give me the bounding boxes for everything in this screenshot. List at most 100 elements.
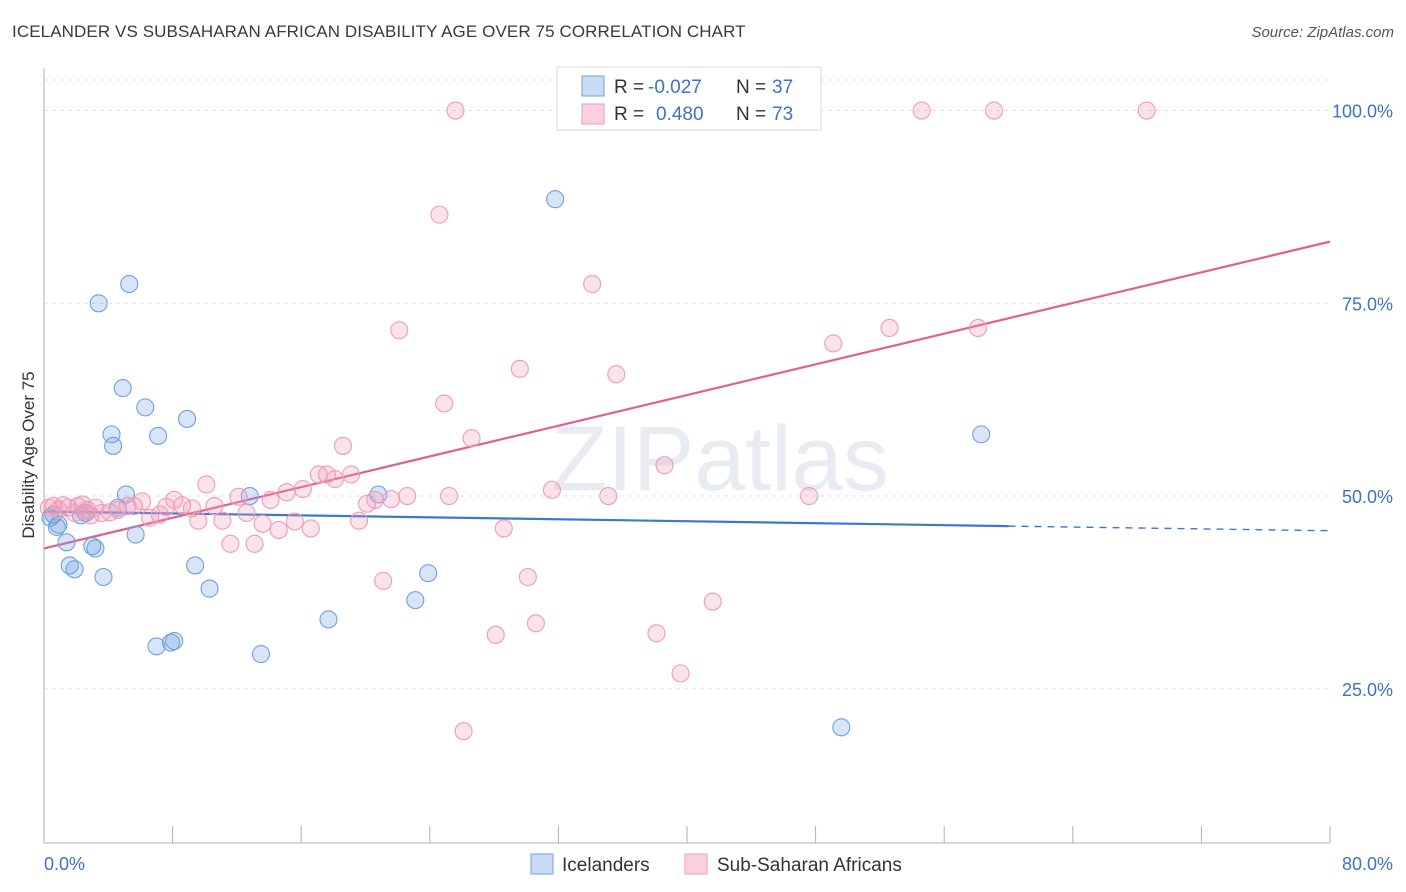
point-subsaharan	[261, 490, 280, 509]
bottom-swatch-subsaharan	[684, 853, 708, 875]
point-icelanders	[149, 426, 168, 445]
point-icelanders	[147, 637, 166, 656]
point-subsaharan	[390, 321, 409, 340]
point-icelanders	[136, 398, 155, 417]
point-subsaharan	[984, 101, 1004, 120]
point-subsaharan	[430, 205, 449, 224]
point-subsaharan	[245, 534, 264, 553]
point-subsaharan	[655, 456, 674, 475]
point-subsaharan	[213, 511, 232, 530]
point-subsaharan	[141, 508, 160, 527]
point-icelanders	[86, 539, 105, 558]
point-icelanders	[200, 579, 219, 598]
point-subsaharan	[382, 490, 401, 509]
source-credit: Source: ZipAtlas.com	[1251, 24, 1394, 41]
point-subsaharan	[173, 496, 192, 515]
point-subsaharan	[518, 567, 537, 587]
point-icelanders	[57, 533, 76, 552]
x-tick-label: 0.0%	[44, 854, 85, 874]
point-subsaharan	[366, 490, 385, 509]
point-subsaharan	[398, 486, 417, 506]
y-tick-label: 100.0%	[1332, 102, 1393, 122]
point-subsaharan	[341, 465, 361, 484]
watermark-text: ZIPatlas	[551, 408, 888, 510]
point-subsaharan	[542, 480, 562, 499]
point-subsaharan	[446, 101, 465, 120]
legend-swatch-icelanders	[581, 75, 605, 97]
legend-r-value-1: -0.027	[648, 77, 702, 98]
point-subsaharan	[462, 429, 481, 448]
point-subsaharan	[800, 486, 819, 506]
point-subsaharan	[440, 486, 459, 506]
bottom-legend-subsaharan: Sub-Saharan Africans	[717, 855, 902, 876]
point-icelanders	[126, 525, 145, 544]
point-subsaharan	[269, 520, 288, 540]
point-icelanders	[406, 591, 425, 610]
point-subsaharan	[912, 101, 931, 120]
point-icelanders	[120, 274, 139, 294]
point-subsaharan	[703, 592, 722, 611]
point-icelanders	[47, 517, 66, 536]
point-subsaharan	[221, 534, 240, 553]
bottom-swatch-icelanders	[530, 853, 554, 875]
legend-n-value-1: 37	[772, 77, 793, 98]
legend-r-label-1: R =	[614, 77, 644, 98]
point-subsaharan	[333, 436, 353, 455]
trend-line-icelanders	[43, 510, 1009, 528]
point-icelanders	[419, 564, 438, 583]
axes	[43, 68, 1331, 844]
point-subsaharan	[880, 318, 899, 338]
point-subsaharan	[583, 274, 602, 294]
point-subsaharan	[301, 519, 320, 538]
point-subsaharan	[510, 359, 529, 378]
point-subsaharan	[277, 483, 296, 502]
point-subsaharan	[968, 318, 988, 338]
y-tick-label: 50.0%	[1342, 487, 1393, 507]
x-tick-label: 80.0%	[1342, 854, 1393, 874]
legend-n-label-1: N =	[736, 77, 766, 98]
point-subsaharan	[435, 394, 454, 413]
legend-top: R = -0.027 N = 37 R = 0.480 N = 73	[556, 66, 822, 131]
point-subsaharan	[205, 497, 224, 516]
data-points	[39, 101, 1156, 741]
point-icelanders	[165, 631, 184, 651]
point-subsaharan	[607, 365, 626, 384]
point-subsaharan	[494, 519, 513, 538]
point-icelanders	[161, 633, 181, 652]
point-subsaharan	[197, 475, 216, 494]
point-subsaharan	[285, 512, 304, 531]
point-subsaharan	[350, 511, 369, 530]
point-subsaharan	[118, 497, 137, 516]
point-icelanders	[89, 294, 108, 313]
y-axis-label: Disability Age Over 75	[19, 371, 38, 538]
point-subsaharan	[293, 480, 312, 499]
legend-r-label-2: R =	[614, 104, 644, 125]
point-icelanders	[83, 537, 102, 556]
point-subsaharan	[486, 625, 505, 644]
watermark: ZIPatlas	[551, 408, 888, 510]
legend-r-value-2: 0.480	[656, 104, 704, 125]
point-icelanders	[832, 718, 851, 737]
point-subsaharan	[824, 334, 843, 353]
point-subsaharan	[647, 624, 666, 643]
y-tick-label: 25.0%	[1342, 680, 1393, 700]
point-subsaharan	[325, 470, 345, 489]
point-subsaharan	[374, 571, 393, 590]
tick-labels: 25.0% 50.0% 75.0% 100.0% 0.0% 80.0%	[44, 102, 1393, 874]
point-subsaharan	[189, 511, 208, 530]
legend-swatch-subsaharan	[581, 103, 605, 125]
point-subsaharan	[599, 486, 618, 506]
gridlines	[44, 79, 1330, 690]
point-subsaharan	[237, 503, 256, 523]
point-subsaharan	[229, 487, 248, 506]
point-icelanders	[102, 425, 121, 444]
legend-n-value-2: 73	[772, 104, 793, 125]
point-subsaharan	[1137, 101, 1156, 120]
point-icelanders	[104, 436, 123, 455]
legend-n-label-2: N =	[736, 104, 766, 125]
legend-bottom: Icelanders Sub-Saharan Africans	[530, 853, 902, 876]
point-subsaharan	[454, 722, 473, 741]
point-icelanders	[113, 379, 132, 398]
point-icelanders	[178, 409, 197, 429]
